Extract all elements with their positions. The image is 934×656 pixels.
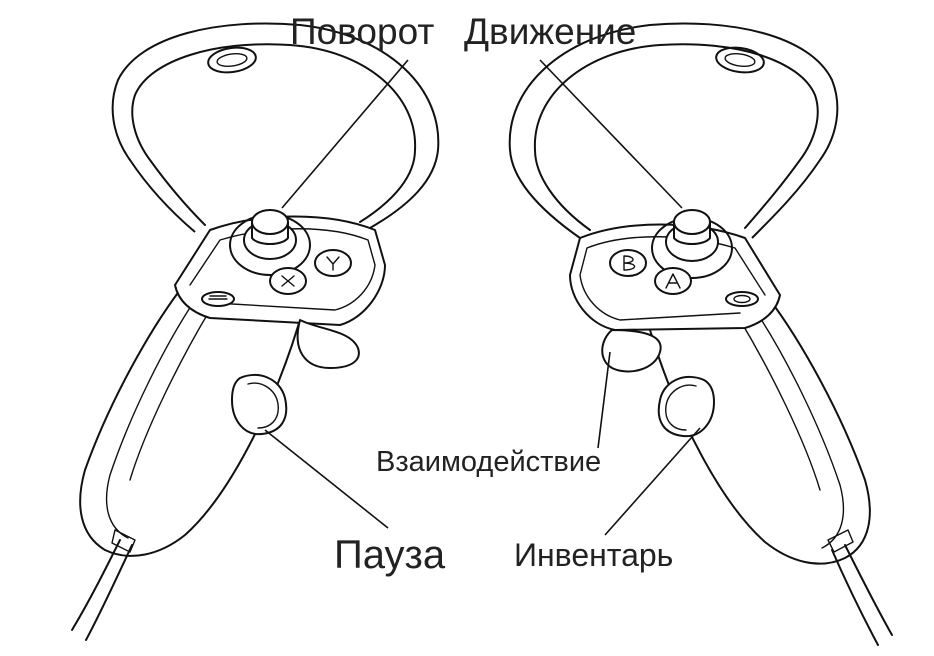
label-pause: Пауза bbox=[334, 533, 446, 577]
right-ring-led-window bbox=[715, 46, 765, 74]
pointer-move bbox=[539, 59, 683, 209]
left-grip-button bbox=[231, 373, 288, 436]
left-cable bbox=[71, 539, 121, 631]
right-b-button bbox=[609, 249, 647, 277]
left-ring-led-window bbox=[207, 46, 257, 74]
right-a-button bbox=[654, 267, 692, 295]
label-rotate: Поворот bbox=[290, 11, 435, 52]
right-controller bbox=[508, 22, 893, 646]
left-tracking-ring bbox=[111, 22, 440, 233]
label-move: Движение bbox=[464, 11, 637, 52]
right-cable bbox=[844, 544, 893, 636]
label-inventory: Инвентарь bbox=[514, 537, 674, 573]
left-thumbstick bbox=[251, 209, 289, 235]
label-interact: Взаимодействие bbox=[376, 446, 602, 478]
pointer-pause bbox=[264, 429, 389, 529]
pointer-interact bbox=[597, 351, 611, 449]
right-tracking-ring bbox=[508, 22, 839, 239]
pointer-rotate bbox=[281, 59, 409, 209]
right-thumbstick bbox=[673, 209, 711, 235]
pointer-inventory bbox=[604, 427, 701, 536]
left-trigger bbox=[296, 319, 360, 369]
left-y-button bbox=[314, 249, 352, 277]
left-x-button bbox=[269, 267, 307, 295]
right-trigger bbox=[601, 329, 662, 373]
left-controller bbox=[71, 22, 440, 641]
right-oculus-button bbox=[725, 291, 759, 307]
